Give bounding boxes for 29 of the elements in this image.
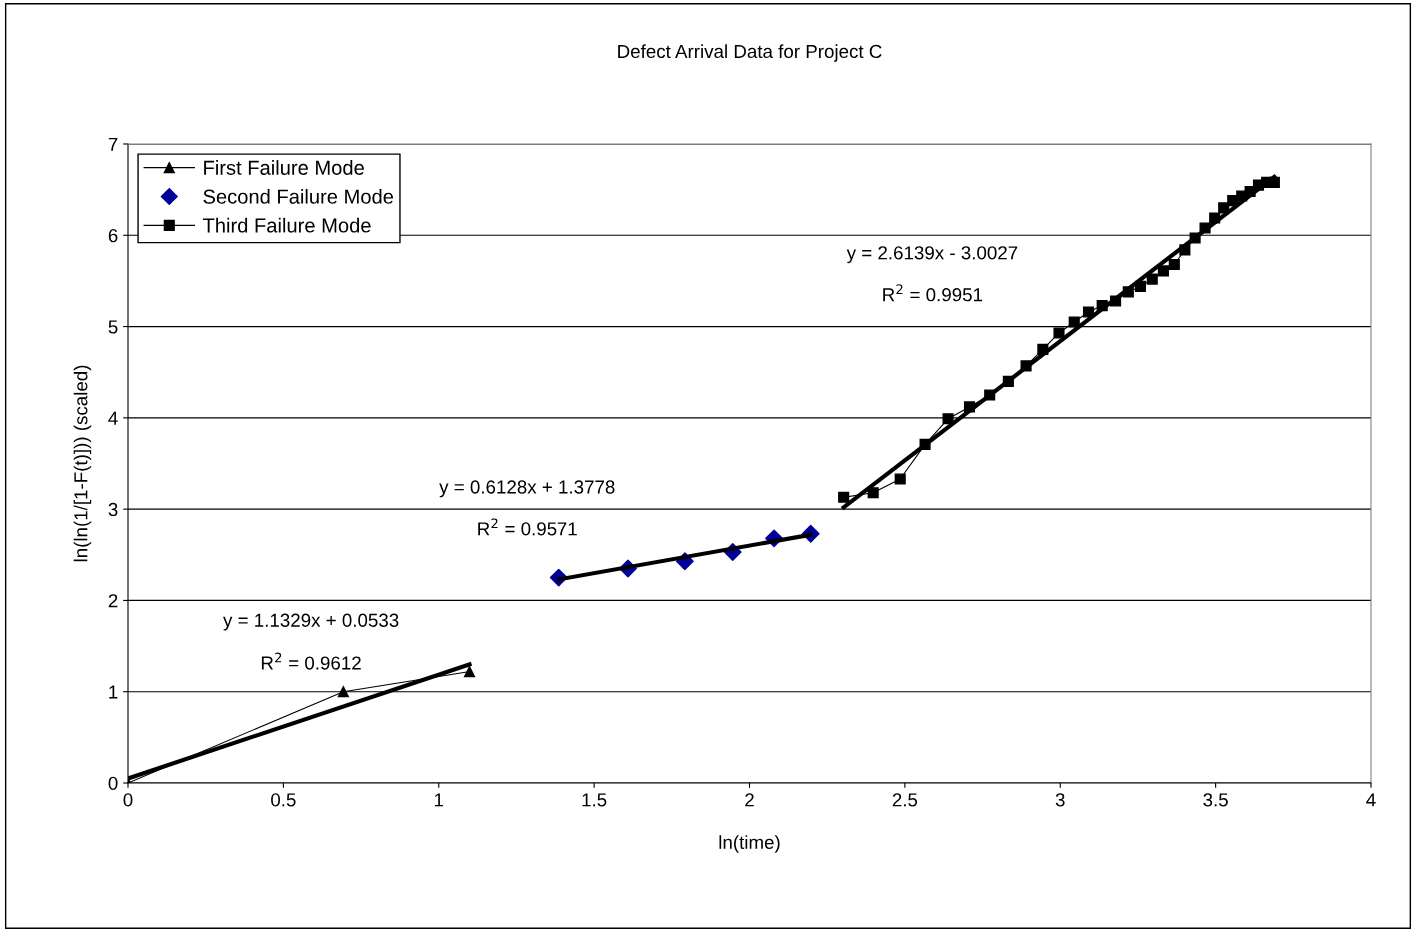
x-tick-label: 4 bbox=[1366, 793, 1376, 807]
y-tick-label: 3 bbox=[108, 502, 118, 517]
x-tick-label: 3 bbox=[1055, 793, 1065, 807]
y-tick-label: 0 bbox=[108, 776, 118, 790]
x-tick-label: 0.5 bbox=[271, 793, 296, 807]
annotation: y = 1.1329x + 0.0533 bbox=[223, 613, 399, 631]
annotation: R$^{2}$ = 0.9951 bbox=[883, 284, 983, 302]
y-tick-label: 5 bbox=[108, 320, 118, 334]
y-tick-label: 1 bbox=[109, 685, 118, 699]
annotation: R$^{2}$ = 0.9571 bbox=[478, 518, 577, 536]
x-tick-label: 1 bbox=[434, 793, 444, 807]
y-tick-label: 7 bbox=[108, 137, 118, 151]
x-tick-label: 3.5 bbox=[1203, 793, 1228, 807]
y-tick-label: 2 bbox=[108, 594, 118, 608]
legend-label: First Failure Mode bbox=[204, 160, 364, 175]
y-axis-title: ln(ln(1/[1-F(t)])) (scaled) bbox=[73, 365, 92, 562]
annotation: y = 2.6139x - 3.0027 bbox=[846, 246, 1018, 264]
x-tick-label: 2 bbox=[745, 793, 754, 807]
x-tick-label: 1.5 bbox=[582, 793, 607, 807]
annotation: y = 0.6128x + 1.3778 bbox=[439, 480, 615, 498]
legend-label: Second Failure Mode bbox=[203, 188, 394, 204]
x-tick-label: 2.5 bbox=[892, 793, 918, 807]
legend-label: Third Failure Mode bbox=[202, 217, 371, 233]
y-tick-label: 6 bbox=[108, 228, 118, 243]
x-tick-label: 0 bbox=[123, 793, 133, 807]
chart-title: Defect Arrival Data for Project C bbox=[618, 44, 882, 62]
annotation: R$^{2}$ = 0.9612 bbox=[261, 652, 361, 670]
x-axis-title: ln(time) bbox=[719, 835, 780, 853]
y-tick-label: 4 bbox=[108, 411, 118, 425]
